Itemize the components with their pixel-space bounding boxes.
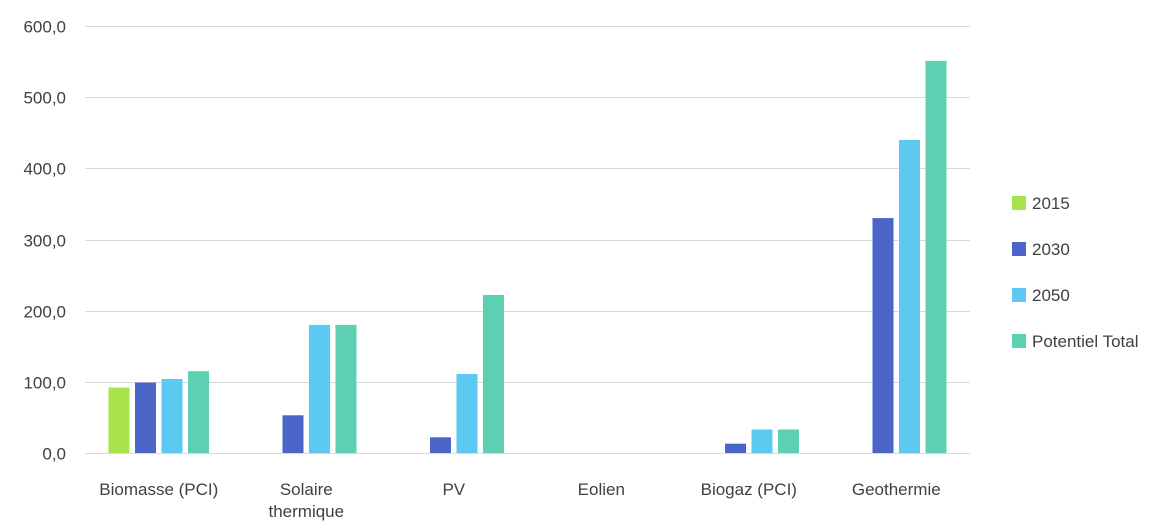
y-tick-label: 400,0 (23, 160, 66, 179)
bar-2030 (725, 443, 746, 453)
bar-2030 (282, 415, 304, 453)
x-category-label: Biogaz (PCI) (701, 480, 797, 499)
bar-2050 (309, 324, 330, 453)
bar-2030 (872, 218, 894, 453)
legend-swatch (1012, 334, 1026, 348)
bar-potentiel-total (335, 324, 357, 453)
x-category-label: Geothermie (852, 480, 941, 499)
x-category-label: Eolien (578, 480, 625, 499)
legend-swatch (1012, 242, 1026, 256)
bar-potentiel-total (778, 429, 799, 453)
legend-swatch (1012, 288, 1026, 302)
y-tick-label: 600,0 (23, 18, 66, 37)
legend-label: 2015 (1032, 194, 1070, 213)
y-tick-label: 200,0 (23, 303, 66, 322)
y-tick-label: 300,0 (23, 232, 66, 251)
y-tick-label: 100,0 (23, 374, 66, 393)
bar-2015 (108, 387, 130, 453)
bar-2050 (899, 139, 920, 453)
bar-potentiel-total (483, 295, 504, 453)
bar-potentiel-total (925, 60, 947, 454)
y-tick-label: 500,0 (23, 89, 66, 108)
y-axis-ticks: 0,0 100,0 200,0 300,0 400,0 500,0 600,0 (23, 18, 66, 464)
bar-potentiel-total (188, 371, 209, 453)
x-axis-categories: Biomasse (PCI) Solaire thermique PV Eolien Bi… (99, 480, 940, 521)
legend: 2015 2030 2050 Potentiel Total (1012, 194, 1138, 351)
legend-swatch (1012, 196, 1026, 210)
legend-label: Potentiel Total (1032, 332, 1138, 351)
bars (108, 60, 947, 454)
bar-2050 (751, 429, 773, 453)
x-category-label: thermique (268, 502, 344, 521)
x-category-label: PV (442, 480, 465, 499)
legend-label: 2050 (1032, 286, 1070, 305)
legend-label: 2030 (1032, 240, 1070, 259)
bar-2050 (456, 374, 478, 453)
x-category-label: Biomasse (PCI) (99, 480, 218, 499)
gridlines (85, 26, 970, 454)
bar-2050 (161, 379, 183, 453)
bar-2030 (430, 437, 451, 453)
y-tick-label: 0,0 (42, 445, 66, 464)
bar-2030 (135, 382, 156, 453)
x-category-label: Solaire (280, 480, 333, 499)
